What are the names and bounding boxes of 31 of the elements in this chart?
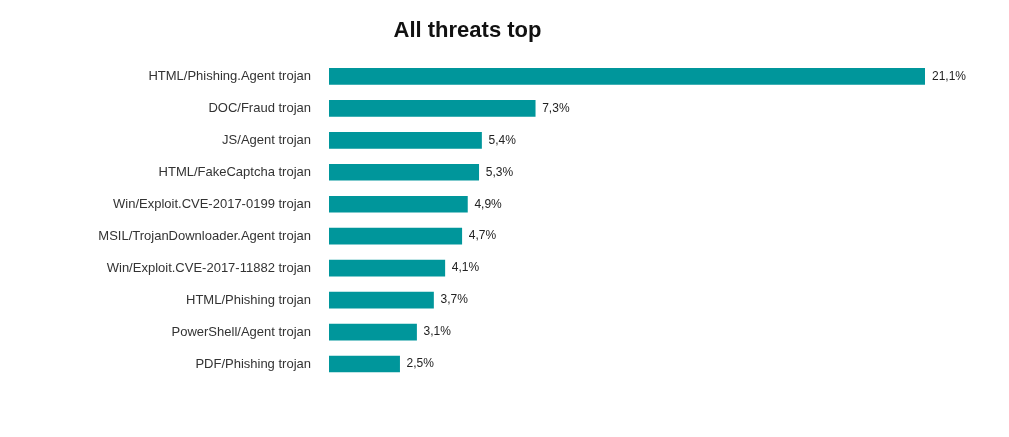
data-label: 2,5% (406, 356, 435, 371)
y-tick-label: Win/Exploit.CVE-2017-0199 trojan (113, 195, 311, 211)
y-tick-label: JS/Agent trojan (222, 131, 311, 147)
y-tick-label: PowerShell/Agent trojan (171, 323, 311, 339)
data-label: 7,3% (542, 100, 570, 115)
data-label: 4,7% (468, 228, 497, 243)
data-label: 5,3% (485, 164, 514, 179)
y-tick-label: HTML/Phishing trojan (186, 291, 311, 307)
y-tick-label: DOC/Fraud trojan (208, 99, 311, 115)
y-tick-label: HTML/Phishing.Agent trojan (148, 67, 311, 83)
data-label: 4,9% (474, 196, 503, 211)
bar (329, 227, 463, 245)
bar (329, 323, 417, 341)
y-tick-label: Win/Exploit.CVE-2017-11882 trojan (106, 259, 311, 275)
bar (329, 163, 480, 181)
data-label: 5,4% (488, 132, 517, 147)
bar (329, 131, 482, 149)
bar (329, 68, 925, 85)
bar (329, 100, 536, 117)
data-label: 4,1% (451, 260, 480, 275)
bar (329, 291, 434, 309)
y-tick-label: MSIL/TrojanDownloader.Agent trojan (98, 227, 311, 243)
y-tick-label: HTML/FakeCaptcha trojan (158, 163, 311, 179)
bar (329, 195, 468, 213)
y-tick-label: PDF/Phishing trojan (195, 355, 311, 371)
chart-title: All threats top (393, 17, 542, 43)
bar (329, 259, 446, 277)
bar (329, 355, 400, 373)
data-label: 21,1% (932, 68, 967, 83)
data-label: 3,1% (423, 324, 452, 339)
data-label: 3,7% (440, 292, 469, 307)
